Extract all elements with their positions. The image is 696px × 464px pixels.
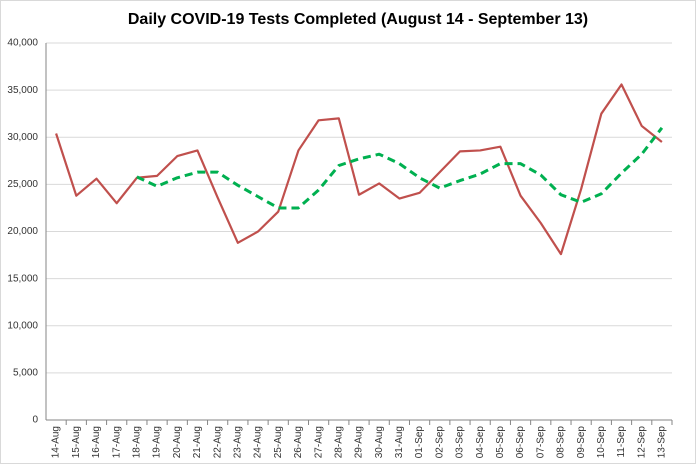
y-tick-label: 0 bbox=[32, 415, 38, 426]
x-tick-label: 15-Aug bbox=[71, 426, 82, 458]
y-tick-label: 40,000 bbox=[7, 38, 38, 49]
y-tick-label: 35,000 bbox=[7, 85, 38, 96]
y-tick-label: 30,000 bbox=[7, 132, 38, 143]
x-tick-label: 07-Sep bbox=[535, 426, 546, 459]
x-tick-label: 31-Aug bbox=[394, 426, 405, 458]
x-tick-label: 18-Aug bbox=[132, 426, 143, 458]
x-tick-label: 08-Sep bbox=[556, 426, 567, 459]
x-tick-label: 01-Sep bbox=[414, 426, 425, 459]
y-tick-label: 20,000 bbox=[7, 226, 38, 237]
y-tick-label: 5,000 bbox=[13, 368, 38, 379]
x-tick-label: 02-Sep bbox=[434, 426, 445, 459]
x-tick-label: 17-Aug bbox=[111, 426, 122, 458]
x-tick-label: 19-Aug bbox=[152, 426, 163, 458]
x-tick-label: 03-Sep bbox=[455, 426, 466, 459]
x-tick-label: 04-Sep bbox=[475, 426, 486, 459]
x-tick-label: 16-Aug bbox=[91, 426, 102, 458]
chart-title: Daily COVID-19 Tests Completed (August 1… bbox=[128, 11, 588, 28]
series-line bbox=[136, 126, 664, 210]
x-tick-label: 10-Sep bbox=[596, 426, 607, 459]
x-tick-label: 11-Sep bbox=[616, 426, 627, 458]
x-tick-label: 09-Sep bbox=[576, 426, 587, 459]
x-tick-label: 30-Aug bbox=[374, 426, 385, 458]
x-tick-label: 20-Aug bbox=[172, 426, 183, 458]
x-tick-label: 22-Aug bbox=[212, 426, 223, 458]
y-tick-label: 25,000 bbox=[7, 179, 38, 190]
x-tick-label: 26-Aug bbox=[293, 426, 304, 458]
x-tick-label: 06-Sep bbox=[515, 426, 526, 459]
x-tick-label: 05-Sep bbox=[495, 426, 506, 459]
x-tick-label: 24-Aug bbox=[253, 426, 264, 458]
x-tick-label: 27-Aug bbox=[313, 426, 324, 458]
x-tick-label: 25-Aug bbox=[273, 426, 284, 458]
x-tick-label: 29-Aug bbox=[354, 426, 365, 458]
x-tick-label: 28-Aug bbox=[333, 426, 344, 458]
y-tick-label: 10,000 bbox=[7, 320, 38, 331]
series-line bbox=[55, 83, 663, 256]
x-tick-label: 12-Sep bbox=[636, 426, 647, 459]
x-tick-label: 23-Aug bbox=[232, 426, 243, 458]
x-tick-label: 13-Sep bbox=[657, 426, 668, 459]
x-tick-label: 14-Aug bbox=[51, 426, 62, 458]
y-tick-label: 15,000 bbox=[7, 273, 38, 284]
x-tick-label: 21-Aug bbox=[192, 426, 203, 458]
